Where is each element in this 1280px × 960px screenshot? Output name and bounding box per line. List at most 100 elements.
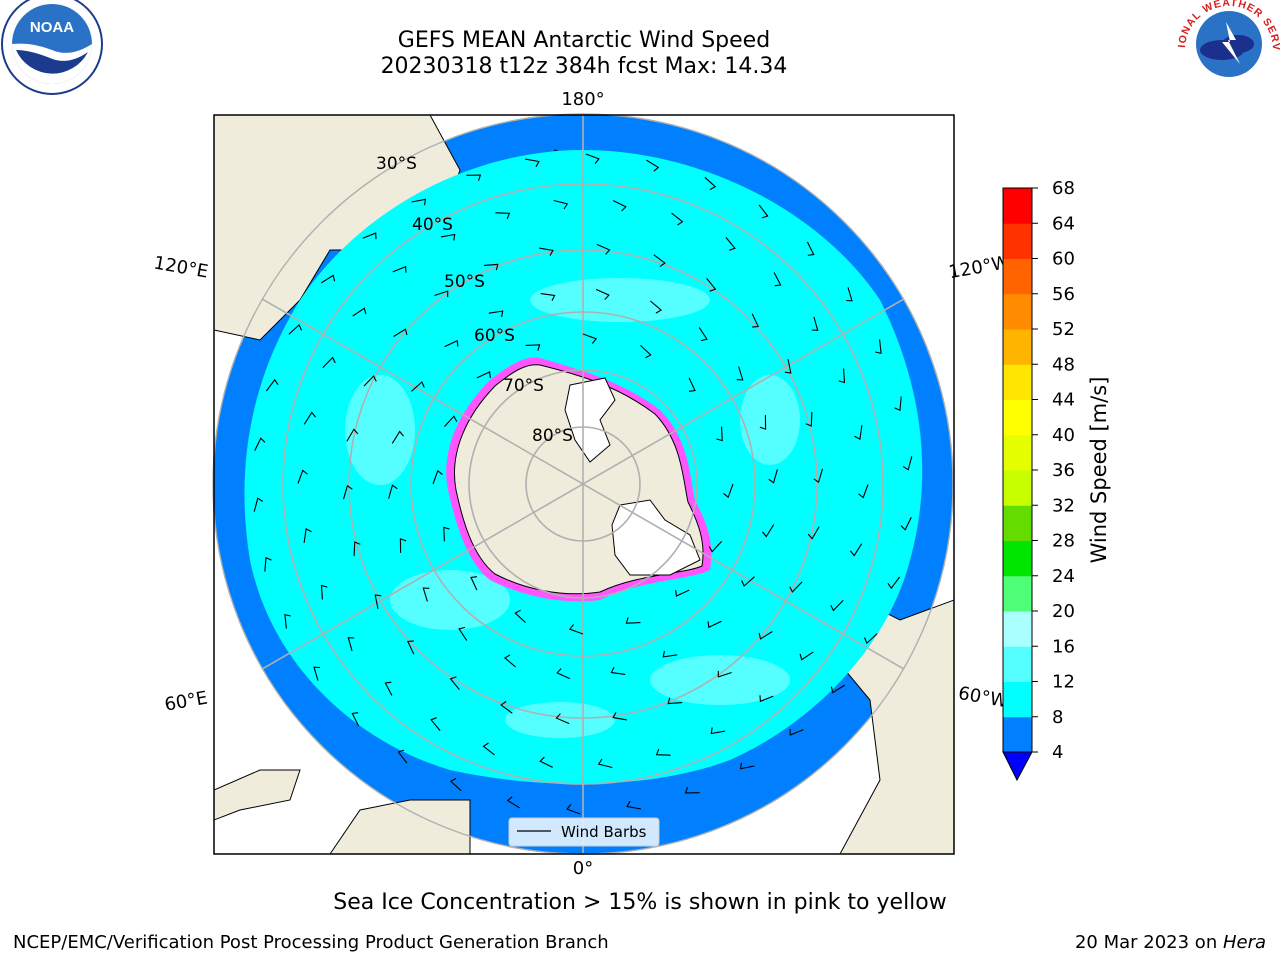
svg-text:NATIONAL WEATHER SERVICE: NATIONAL WEATHER SERVICE bbox=[0, 0, 1280, 51]
wind-barb bbox=[443, 415, 458, 427]
graticule bbox=[213, 114, 953, 854]
wind-barb bbox=[758, 204, 769, 219]
wind-barb bbox=[675, 589, 690, 597]
colorbar-tick-label: 12 bbox=[1052, 672, 1075, 693]
wind-barb bbox=[321, 274, 336, 284]
wind-barb bbox=[667, 697, 683, 705]
wind-barb bbox=[854, 425, 863, 440]
wind-barb bbox=[482, 742, 495, 756]
wind-barb bbox=[391, 430, 404, 444]
footer-machine: Hera bbox=[1222, 932, 1266, 953]
wind-barb bbox=[723, 483, 734, 499]
lat-label-40s: 40°S bbox=[412, 215, 453, 235]
wind-barb bbox=[650, 300, 663, 314]
wind-barb bbox=[347, 637, 355, 652]
wind-barb bbox=[626, 800, 641, 810]
wind-barbs bbox=[253, 153, 913, 815]
colorbar-tick-label: 20 bbox=[1052, 601, 1075, 622]
wind-barb bbox=[393, 328, 408, 337]
colorbar-segment bbox=[1003, 329, 1032, 365]
wind-barb bbox=[353, 541, 361, 557]
lon-label-lower-left: 60°E bbox=[163, 687, 209, 715]
wind-barb bbox=[773, 272, 782, 287]
wind-barb bbox=[443, 526, 450, 542]
wind-barb bbox=[900, 516, 912, 531]
colorbar-segment bbox=[1003, 293, 1032, 330]
wind-barb bbox=[684, 787, 700, 794]
colorbar-label: Wind Speed [m/s] bbox=[1087, 377, 1111, 564]
nws-logo: NATIONAL WEATHER SERVICE bbox=[0, 0, 1280, 94]
wind-barb bbox=[662, 650, 678, 658]
colorbar-tick-label: 56 bbox=[1052, 284, 1075, 305]
wind-barb bbox=[784, 359, 792, 374]
wind-barb bbox=[688, 377, 696, 392]
wind-barb bbox=[698, 327, 708, 342]
wind-barb bbox=[739, 762, 755, 770]
colorbar-segment bbox=[1003, 470, 1032, 506]
wind-barb bbox=[805, 411, 813, 427]
colorbar-extend-triangle bbox=[1002, 751, 1033, 782]
colorbar-segment bbox=[1003, 716, 1032, 753]
colorbar-segment bbox=[1003, 611, 1032, 647]
lon-label-lower-right: 60°W bbox=[957, 683, 1010, 712]
wind-barb bbox=[762, 524, 775, 538]
wind-barb bbox=[264, 556, 272, 572]
wind-barb bbox=[284, 613, 291, 629]
wind-barb bbox=[466, 174, 482, 181]
wind-barb bbox=[758, 631, 773, 640]
wind-barb bbox=[265, 378, 279, 392]
wind-barb bbox=[399, 538, 407, 553]
wind-barb bbox=[725, 237, 736, 251]
wind-barb bbox=[789, 728, 804, 736]
wind-barb bbox=[322, 356, 336, 368]
map-title: GEFS MEAN Antarctic Wind Speed bbox=[397, 28, 771, 53]
wind-patches bbox=[345, 278, 800, 738]
wind-barb bbox=[768, 469, 778, 484]
wind-barb bbox=[500, 701, 513, 714]
wind-barb bbox=[540, 293, 556, 302]
wind-barb bbox=[875, 339, 882, 355]
wind-barb bbox=[736, 366, 744, 381]
colorbar-segment bbox=[1003, 505, 1032, 541]
wind-barb bbox=[625, 617, 641, 624]
wind-barb bbox=[806, 241, 815, 256]
wind-barb bbox=[582, 333, 598, 344]
wind-barb bbox=[384, 681, 393, 696]
colorbar bbox=[1003, 188, 1032, 753]
wind-barb bbox=[440, 233, 456, 241]
noaa-logo: NOAA bbox=[1, 0, 103, 95]
wind-barb bbox=[297, 469, 308, 484]
wind-barb bbox=[303, 528, 312, 543]
wind-barb bbox=[556, 668, 571, 680]
wind-barb bbox=[789, 581, 803, 593]
wind-barb bbox=[717, 670, 732, 678]
wind-barb bbox=[449, 676, 460, 691]
wind-barb bbox=[470, 576, 478, 591]
colorbar-tick-label: 64 bbox=[1052, 213, 1075, 234]
colorbar-tick-label: 28 bbox=[1052, 531, 1075, 552]
wind-barb bbox=[612, 712, 627, 721]
footer-credit: NCEP/EMC/Verification Post Processing Pr… bbox=[13, 932, 609, 953]
colorbar-segment bbox=[1003, 646, 1032, 682]
colorbar-tick-label: 8 bbox=[1052, 707, 1063, 728]
colorbar-tick-label: 40 bbox=[1052, 425, 1075, 446]
wind-barb bbox=[813, 468, 824, 484]
noaa-logo-text: NOAA bbox=[30, 19, 74, 36]
wind-barb bbox=[458, 626, 468, 641]
lat-label-60s: 60°S bbox=[474, 326, 515, 346]
colorbar-tick-label: 32 bbox=[1052, 495, 1075, 516]
wind-barb bbox=[706, 277, 717, 292]
colorbar-segment bbox=[1003, 434, 1032, 471]
wind-barb bbox=[894, 396, 902, 412]
colorbar-tick-label: 4 bbox=[1052, 742, 1063, 763]
wind-barb bbox=[845, 287, 853, 302]
wind-barb bbox=[597, 758, 613, 769]
colorbar-ticks: 68 64 60 56 52 48 44 40 36 32 28 24 20 16 12 8 4 bbox=[1032, 178, 1075, 763]
wind-barb bbox=[495, 212, 511, 220]
wind-barb bbox=[566, 804, 581, 815]
wind-barb bbox=[902, 456, 913, 471]
wind-barb bbox=[411, 381, 425, 392]
lat-label-30s: 30°S bbox=[376, 154, 417, 174]
wind-barb bbox=[362, 232, 377, 240]
colorbar-tick-label: 24 bbox=[1052, 566, 1075, 587]
